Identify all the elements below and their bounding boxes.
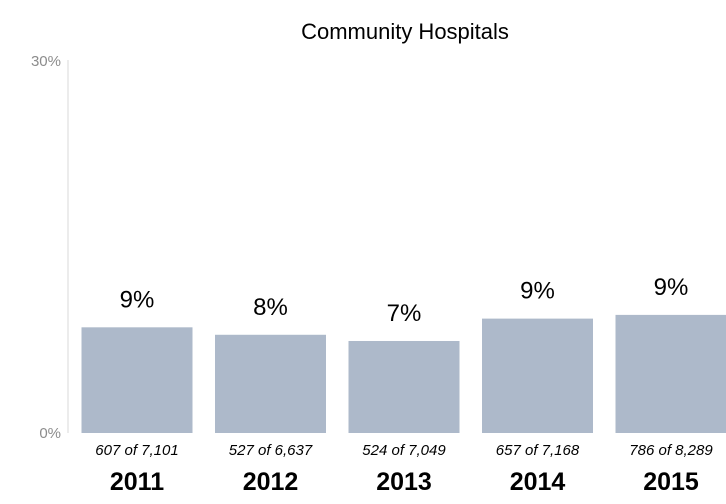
data-label-2013: 7% <box>387 300 422 327</box>
count-label-2013: 524 of 7,049 <box>362 442 446 459</box>
x-tick-label-2013: 2013 <box>376 468 432 496</box>
data-label-2014: 9% <box>520 278 555 305</box>
x-tick-label-2014: 2014 <box>510 468 566 496</box>
count-label-2011: 607 of 7,101 <box>95 442 178 459</box>
y-tick-label-max: 30% <box>31 53 61 70</box>
x-tick-label-2011: 2011 <box>110 468 164 496</box>
data-label-2011: 9% <box>120 286 155 313</box>
x-tick-label-2015: 2015 <box>643 468 699 496</box>
count-label-2012: 527 of 6,637 <box>229 442 313 459</box>
x-tick-label-2012: 2012 <box>243 468 299 496</box>
bar-2012 <box>215 335 326 433</box>
data-label-2015: 9% <box>654 274 689 301</box>
bar-2015 <box>616 315 726 433</box>
bar-2014 <box>482 319 593 433</box>
bar-2011 <box>82 327 193 433</box>
bar-2013 <box>349 341 460 433</box>
bars: 9% 607 of 7,101 2011 8% 527 of 6,637 2012 7% 52… <box>82 274 726 496</box>
count-label-2015: 786 of 8,289 <box>629 442 713 459</box>
y-tick-label-min: 0% <box>39 425 61 442</box>
count-label-2014: 657 of 7,168 <box>496 442 580 459</box>
chart-title: Community Hospitals <box>301 19 509 44</box>
data-label-2012: 8% <box>253 294 288 321</box>
